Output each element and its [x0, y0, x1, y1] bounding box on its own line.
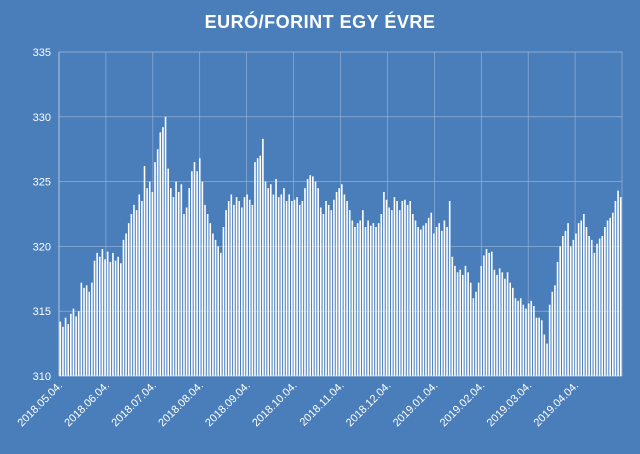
- x-tick-label: 2018.07.04.: [109, 380, 159, 430]
- x-tick-label: 2018.08.04.: [156, 380, 206, 430]
- y-tick-label: 310: [33, 371, 51, 383]
- x-tick-label: 2018.10.04.: [250, 380, 300, 430]
- grid-layer: [58, 51, 623, 377]
- y-tick-label: 325: [33, 177, 51, 189]
- x-tick-label: 2019.03.04.: [485, 380, 535, 430]
- data-series: [59, 116, 622, 376]
- y-tick-label: 315: [33, 306, 51, 318]
- y-tick-label: 335: [33, 47, 51, 59]
- x-tick-label: 2019.01.04.: [391, 380, 441, 430]
- x-tick-label: 2018.05.04.: [16, 380, 66, 430]
- x-tick-label: 2018.06.04.: [62, 380, 112, 430]
- chart-title: EURÓ/FORINT EGY ÉVRE: [205, 11, 436, 32]
- y-tick-label: 320: [33, 241, 51, 253]
- y-tick-label: 330: [33, 112, 51, 124]
- x-tick-label: 2019.02.04.: [438, 380, 488, 430]
- y-axis-ticks: 310 315 320 325 330 335: [33, 47, 51, 383]
- x-tick-label: 2018.09.04.: [203, 380, 253, 430]
- x-axis-ticks: 2018.05.04.2018.06.04.2018.07.04.2018.08…: [16, 380, 582, 430]
- x-tick-label: 2018.12.04.: [344, 380, 394, 430]
- x-tick-label: 2019.04.04.: [532, 380, 582, 430]
- x-tick-label: 2018.11.04.: [298, 380, 347, 429]
